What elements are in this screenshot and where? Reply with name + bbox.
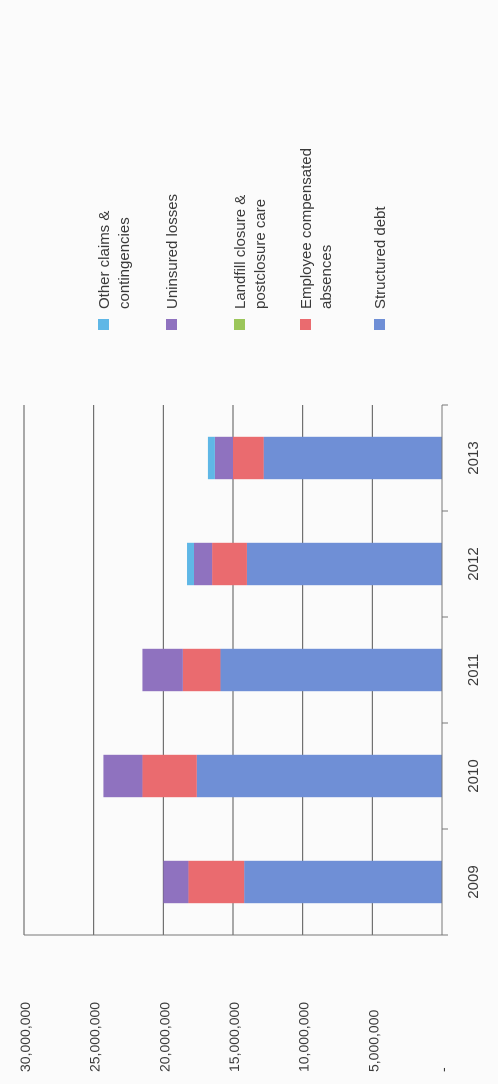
bars-group (103, 436, 442, 904)
legend-label: Landfill closure & postclosure care (232, 195, 269, 309)
bar-segment (103, 754, 143, 798)
legend-label: Employee compensated absences (298, 148, 335, 309)
x-tick-label: 2009 (465, 865, 482, 898)
legend-swatch (98, 319, 109, 330)
legend-label: Structured debt (372, 206, 389, 309)
bar-segment (142, 648, 183, 692)
bar-segment (233, 436, 264, 480)
y-tick-label: 5,000,000 (365, 1010, 381, 1072)
bar-segment (142, 754, 197, 798)
bar-segment (212, 542, 247, 586)
bar-segment (220, 648, 442, 692)
y-tick-label: 10,000,000 (296, 1002, 312, 1072)
bar-segment (188, 860, 245, 904)
legend-item: Uninsured losses (164, 194, 181, 330)
bar-segment (246, 542, 442, 586)
y-tick-label: 30,000,000 (17, 1002, 33, 1072)
y-tick-label: - (435, 1067, 451, 1072)
axes-group: - 5,000,000 10,000,000 15,000,000 20,000,000… (17, 404, 482, 1072)
legend-swatch (374, 319, 385, 330)
legend-item: Structured debt (372, 206, 389, 330)
legend-label: Uninsured losses (164, 194, 181, 309)
legend-swatch (166, 319, 177, 330)
y-tick-label: 15,000,000 (226, 1002, 242, 1072)
legend-item: Other claims & contingencies (96, 211, 133, 330)
legend-item: Landfill closure & postclosure care (232, 195, 269, 330)
bar-segment (163, 860, 189, 904)
bar-segment (263, 436, 442, 480)
bar-segment (182, 648, 221, 692)
x-tick-label: 2012 (465, 547, 482, 580)
bar-segment (196, 754, 442, 798)
x-tick-label: 2013 (465, 441, 482, 474)
bar-segment (207, 436, 215, 480)
legend-swatch (234, 319, 245, 330)
x-tick-label: 2011 (465, 654, 482, 686)
bar-segment (187, 542, 194, 586)
bar-segment (193, 542, 213, 586)
x-tick-label: 2010 (465, 759, 482, 792)
legend: Other claims & contingencies Uninsured los… (96, 148, 389, 330)
bar-segment (214, 436, 233, 480)
legend-swatch (300, 319, 311, 330)
bar-segment (244, 860, 442, 904)
y-tick-label: 25,000,000 (87, 1002, 103, 1072)
legend-item: Employee compensated absences (298, 148, 335, 330)
y-tick-label: 20,000,000 (156, 1002, 172, 1072)
legend-label: Other claims & contingencies (96, 211, 133, 309)
